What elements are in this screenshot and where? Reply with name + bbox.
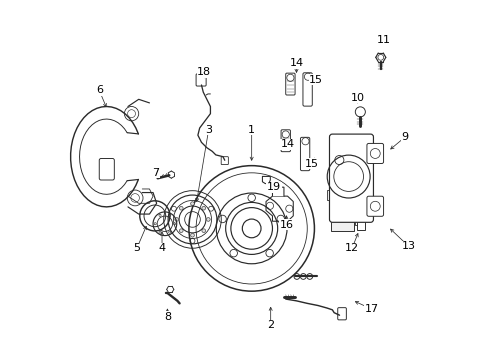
Text: 16: 16 xyxy=(279,220,293,230)
Text: 14: 14 xyxy=(289,58,303,68)
FancyBboxPatch shape xyxy=(366,143,383,163)
Bar xyxy=(353,190,357,199)
Circle shape xyxy=(202,229,205,233)
Text: 2: 2 xyxy=(266,320,274,330)
Bar xyxy=(326,190,330,199)
Text: 12: 12 xyxy=(345,243,358,253)
Text: 15: 15 xyxy=(308,75,323,85)
Text: 4: 4 xyxy=(158,243,165,253)
Circle shape xyxy=(175,217,178,221)
Text: 7: 7 xyxy=(152,168,159,178)
Text: 18: 18 xyxy=(197,67,211,77)
Text: 15: 15 xyxy=(305,159,318,169)
Text: 17: 17 xyxy=(364,304,378,314)
FancyBboxPatch shape xyxy=(196,74,206,86)
Circle shape xyxy=(190,202,194,206)
Text: 13: 13 xyxy=(401,241,415,251)
Circle shape xyxy=(202,206,205,210)
Circle shape xyxy=(206,217,210,221)
FancyBboxPatch shape xyxy=(337,308,346,320)
Circle shape xyxy=(190,234,194,237)
FancyBboxPatch shape xyxy=(330,206,353,231)
Text: 10: 10 xyxy=(350,93,364,103)
Text: 11: 11 xyxy=(376,35,390,45)
FancyBboxPatch shape xyxy=(329,134,373,222)
Text: 8: 8 xyxy=(163,312,171,322)
Text: 1: 1 xyxy=(248,125,255,135)
FancyBboxPatch shape xyxy=(366,196,383,216)
Text: 14: 14 xyxy=(280,139,294,149)
Bar xyxy=(357,191,365,230)
Text: 6: 6 xyxy=(96,85,102,95)
Text: 19: 19 xyxy=(266,182,281,192)
Text: 5: 5 xyxy=(133,243,140,253)
Circle shape xyxy=(179,206,183,210)
Text: 3: 3 xyxy=(205,125,212,135)
FancyBboxPatch shape xyxy=(300,137,309,171)
FancyBboxPatch shape xyxy=(303,73,312,106)
FancyBboxPatch shape xyxy=(221,157,228,165)
Circle shape xyxy=(179,229,183,233)
Text: 9: 9 xyxy=(401,132,408,142)
Bar xyxy=(330,188,353,206)
FancyBboxPatch shape xyxy=(285,73,294,95)
FancyBboxPatch shape xyxy=(281,130,290,152)
